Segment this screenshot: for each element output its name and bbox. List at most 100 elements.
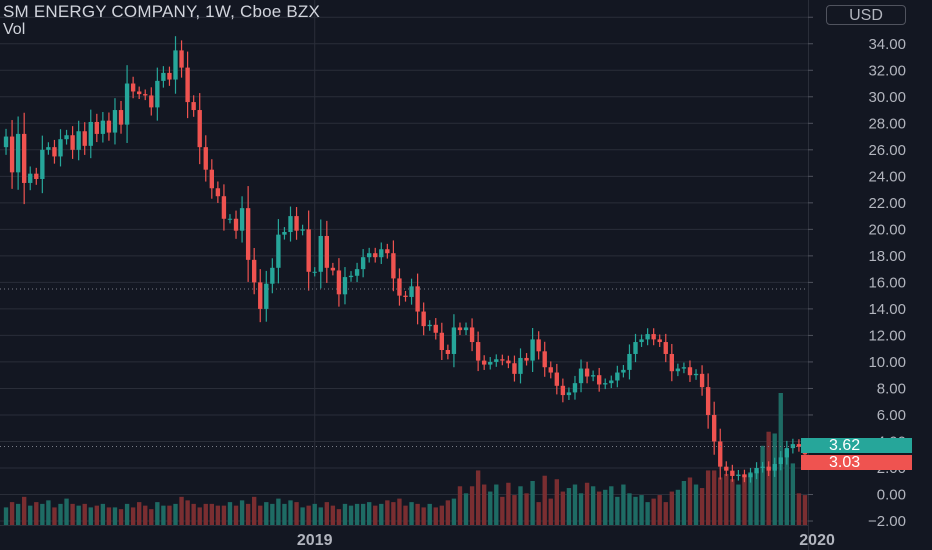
candle	[300, 224, 305, 236]
candle	[167, 66, 172, 86]
y-tick-label: 12.00	[868, 327, 906, 344]
volume-bar	[482, 484, 487, 525]
y-tick-label: 34.00	[868, 36, 906, 53]
volume-bar	[82, 503, 87, 525]
candle	[348, 271, 354, 282]
y-tick-label: 16.00	[868, 274, 906, 291]
y-tick-label: 14.00	[868, 301, 906, 318]
volume-bar	[203, 503, 208, 525]
candle	[445, 344, 451, 360]
candle	[318, 219, 323, 289]
volume-bar	[118, 509, 124, 525]
volume-bar	[699, 488, 705, 525]
volume-bar	[106, 507, 112, 525]
volume-bar	[639, 495, 644, 525]
volume-bar	[70, 503, 75, 525]
candle	[724, 461, 729, 477]
y-tick-label: 0.00	[877, 487, 906, 504]
candle	[494, 354, 499, 367]
volume-bar	[542, 475, 547, 525]
volume-bar	[615, 496, 620, 525]
candle	[627, 344, 632, 380]
candle	[22, 112, 27, 205]
volume-bar	[312, 503, 317, 525]
y-tick-label: 24.00	[868, 168, 906, 185]
volume-label: Vol	[3, 21, 26, 38]
candle	[609, 375, 614, 389]
candle	[46, 142, 51, 155]
volume-bar	[548, 498, 553, 525]
volume-bar	[748, 472, 753, 525]
volume-bar	[730, 479, 735, 525]
volume-bar	[724, 473, 729, 525]
candle	[324, 220, 329, 283]
candle	[512, 355, 517, 382]
candle	[403, 291, 408, 302]
candle	[9, 120, 15, 189]
candle	[742, 469, 747, 483]
volume-bar	[494, 484, 499, 525]
candle	[215, 181, 221, 203]
candle	[530, 327, 535, 373]
candle	[28, 166, 33, 191]
candle	[699, 365, 705, 396]
candle	[488, 357, 493, 370]
volume-bar	[46, 500, 51, 525]
candle	[276, 219, 281, 284]
candle	[482, 355, 487, 370]
candle	[336, 258, 342, 307]
volume-bar	[167, 505, 172, 525]
candle	[391, 240, 396, 292]
volume-bar	[233, 505, 239, 525]
candle	[282, 227, 287, 240]
candle	[354, 262, 360, 283]
volume-bar	[143, 505, 148, 525]
volume-bar	[9, 502, 15, 525]
volume-bar	[245, 503, 251, 525]
candle	[3, 128, 9, 155]
candles	[3, 36, 808, 483]
volume-bar	[209, 503, 214, 525]
candle	[76, 120, 81, 161]
volume-bar	[379, 503, 384, 525]
candle	[112, 98, 118, 145]
candle	[687, 360, 693, 382]
volume-bar	[155, 502, 160, 525]
candle	[130, 76, 136, 99]
volume-bar	[270, 503, 275, 525]
volume-bar	[221, 505, 227, 525]
volume-bar	[34, 502, 39, 525]
y-tick-label: 20.00	[868, 221, 906, 238]
volume-bar	[282, 503, 287, 525]
time-axis[interactable]: 2019 2020	[0, 525, 835, 550]
volume-bar	[421, 507, 426, 525]
volume-bar	[669, 491, 674, 525]
volume-bar	[445, 500, 451, 525]
volume-bar	[403, 505, 408, 525]
volume-bar	[705, 470, 711, 525]
candle	[748, 467, 753, 483]
candle	[258, 269, 263, 323]
candle	[548, 361, 553, 379]
candle	[312, 267, 317, 277]
volume-bar	[566, 488, 572, 525]
volume-bar	[58, 503, 63, 525]
candle	[796, 439, 802, 452]
candle	[203, 135, 208, 182]
candle	[373, 247, 378, 263]
y-tick-label: −2.00	[868, 513, 906, 530]
volume-bar	[693, 484, 699, 525]
candle	[64, 129, 69, 145]
volume-bar	[796, 493, 802, 525]
candle	[475, 331, 481, 372]
candle	[360, 249, 366, 278]
volume-bar	[627, 493, 632, 525]
volume-bar	[276, 498, 281, 525]
currency-selector[interactable]: USD	[826, 5, 906, 25]
candle	[578, 359, 584, 393]
volume-bar	[687, 477, 693, 525]
candle	[663, 333, 668, 363]
volume-bar	[651, 498, 656, 525]
candle	[124, 65, 130, 143]
